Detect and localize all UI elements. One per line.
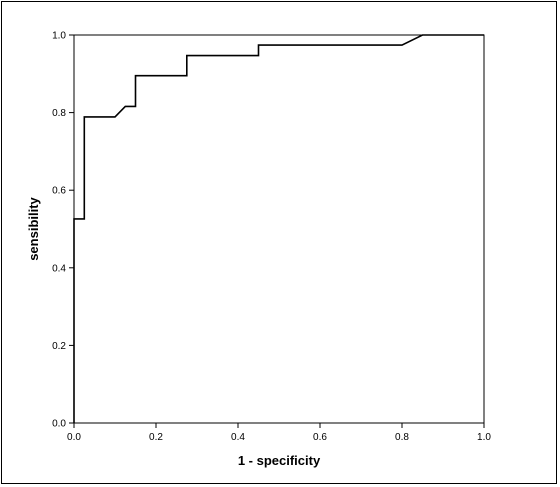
y-tick-label: 0.6 [52, 186, 66, 197]
plot-area [73, 34, 485, 424]
x-tick-label: 0.2 [149, 432, 163, 443]
series-layer [73, 34, 484, 423]
x-tick-label: 0.8 [395, 432, 409, 443]
x-axis-label: 1 - specificity [238, 453, 321, 468]
y-tick-label: 0.0 [52, 419, 66, 430]
x-axis: 0.0 0.2 0.4 0.6 0.8 1.0 [67, 423, 491, 443]
x-tick-label: 1.0 [477, 432, 491, 443]
y-tick-label: 0.4 [52, 263, 66, 274]
x-tick-label: 0.6 [313, 432, 327, 443]
y-tick-label: 1.0 [52, 31, 66, 42]
y-axis: 0.0 0.2 0.4 0.6 0.8 1.0 [52, 31, 74, 430]
roc-curve-line [73, 34, 484, 423]
y-axis-label: sensibility [26, 196, 41, 260]
x-tick-label: 0.0 [67, 432, 81, 443]
y-tick-label: 0.2 [52, 341, 66, 352]
y-tick-label: 0.8 [52, 108, 66, 119]
x-tick-label: 0.4 [231, 432, 245, 443]
